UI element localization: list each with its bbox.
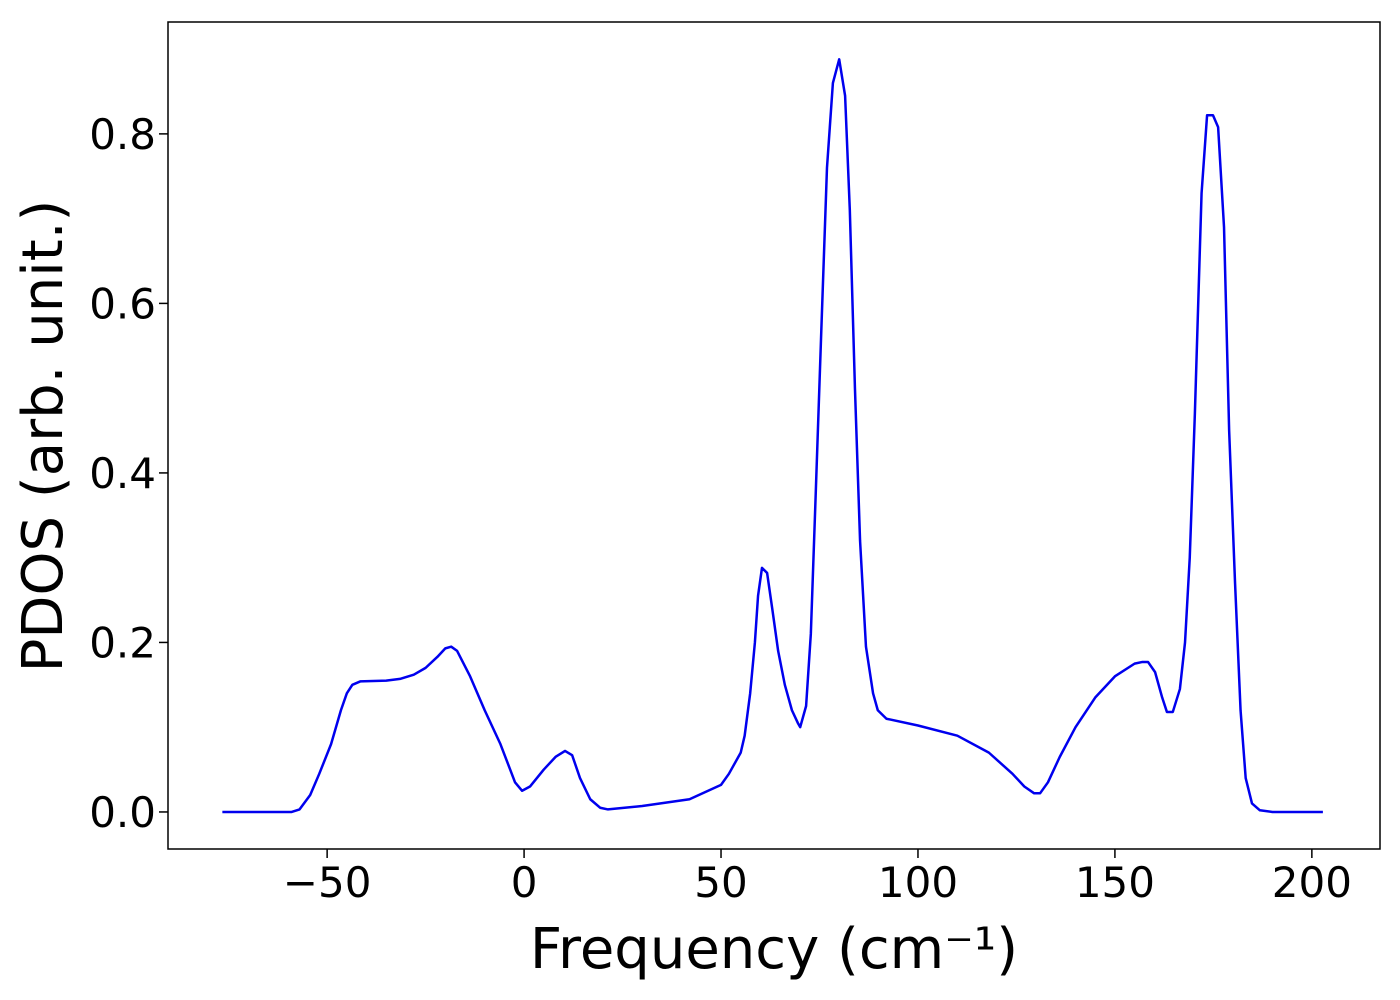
- y-tick-label: 0.0: [89, 788, 156, 837]
- x-axis-label: Frequency (cm⁻¹): [530, 917, 1018, 982]
- y-tick-label: 0.2: [89, 618, 156, 667]
- x-tick-label: 0: [511, 858, 538, 907]
- data-line: [222, 58, 1323, 814]
- y-tick-label: 0.6: [89, 279, 156, 328]
- y-tick-label: 0.4: [89, 449, 156, 498]
- y-tick-label: 0.8: [89, 110, 156, 159]
- x-tick-label: 200: [1272, 858, 1352, 907]
- plot-frame: [167, 21, 1381, 850]
- x-tick-label: −50: [283, 858, 372, 907]
- x-tick-label: 150: [1075, 858, 1155, 907]
- x-tick-label: 100: [878, 858, 958, 907]
- x-tick-label: 50: [694, 858, 747, 907]
- y-axis-label: PDOS (arb. unit.): [11, 200, 76, 673]
